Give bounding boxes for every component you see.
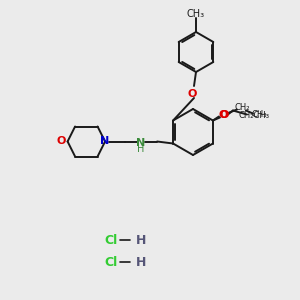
Text: CH₂: CH₂	[234, 103, 250, 112]
Text: O: O	[219, 110, 229, 121]
Text: Cl: Cl	[105, 256, 118, 268]
Text: N: N	[136, 137, 146, 148]
Text: H: H	[137, 143, 145, 154]
Text: O: O	[187, 89, 197, 99]
Text: CH₃: CH₃	[187, 9, 205, 19]
Text: H: H	[136, 256, 146, 268]
Text: O: O	[57, 136, 66, 146]
Text: N: N	[100, 136, 110, 146]
Text: CH₃: CH₃	[251, 110, 267, 119]
Text: Cl: Cl	[105, 233, 118, 247]
Text: O: O	[218, 110, 228, 121]
Text: CH₂CH₃: CH₂CH₃	[238, 111, 269, 120]
Text: H: H	[136, 233, 146, 247]
